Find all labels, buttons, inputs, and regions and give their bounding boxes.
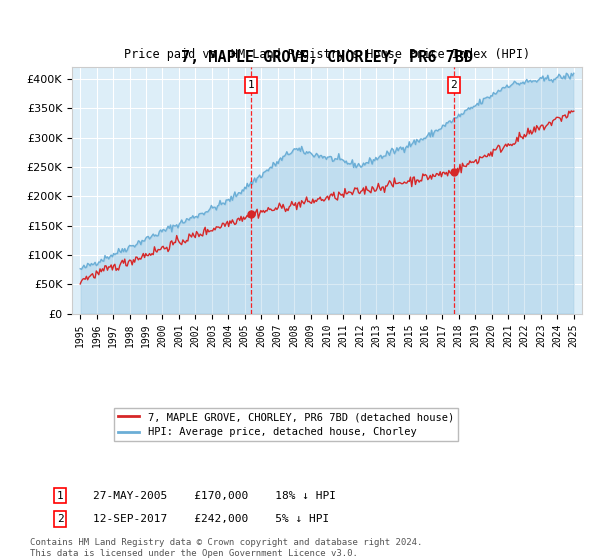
- Legend: 7, MAPLE GROVE, CHORLEY, PR6 7BD (detached house), HPI: Average price, detached : 7, MAPLE GROVE, CHORLEY, PR6 7BD (detach…: [115, 408, 458, 441]
- Text: 1: 1: [248, 80, 254, 90]
- Text: Contains HM Land Registry data © Crown copyright and database right 2024.
This d: Contains HM Land Registry data © Crown c…: [30, 538, 422, 558]
- Text: Price paid vs. HM Land Registry's House Price Index (HPI): Price paid vs. HM Land Registry's House …: [124, 48, 530, 61]
- Text: 2: 2: [56, 514, 64, 524]
- Text: 12-SEP-2017    £242,000    5% ↓ HPI: 12-SEP-2017 £242,000 5% ↓ HPI: [93, 514, 329, 524]
- Text: 2: 2: [451, 80, 457, 90]
- Text: 1: 1: [56, 491, 64, 501]
- Text: 27-MAY-2005    £170,000    18% ↓ HPI: 27-MAY-2005 £170,000 18% ↓ HPI: [93, 491, 336, 501]
- Title: 7, MAPLE GROVE, CHORLEY, PR6 7BD: 7, MAPLE GROVE, CHORLEY, PR6 7BD: [181, 50, 473, 64]
